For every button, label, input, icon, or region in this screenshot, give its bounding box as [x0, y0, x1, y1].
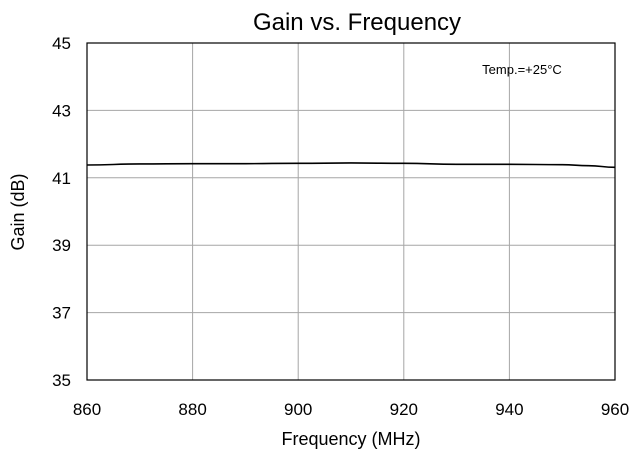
plot-frame	[86, 42, 616, 381]
x-tick-label: 940	[495, 400, 523, 419]
series-layer	[86, 162, 616, 169]
temperature-annotation: Temp.=+25°C	[482, 62, 562, 77]
x-tick-label: 860	[73, 400, 101, 419]
y-tick-label: 43	[52, 101, 71, 120]
y-tick-labels: 35 37 39 41 43 45	[52, 34, 71, 390]
y-tick-label: 41	[52, 169, 71, 188]
x-axis-label: Frequency (MHz)	[281, 429, 420, 449]
y-tick-label: 39	[52, 236, 71, 255]
chart-title: Gain vs. Frequency	[253, 9, 461, 36]
gain-series-line	[86, 162, 616, 169]
y-tick-label: 35	[52, 371, 71, 390]
x-tick-label: 920	[390, 400, 418, 419]
x-tick-label: 960	[601, 400, 629, 419]
x-tick-label: 880	[178, 400, 206, 419]
y-tick-label: 37	[52, 304, 71, 323]
grid	[87, 43, 615, 380]
y-axis-label: Gain (dB)	[8, 173, 28, 250]
x-tick-label: 900	[284, 400, 312, 419]
y-tick-label: 45	[52, 34, 71, 53]
x-tick-labels: 860 880 900 920 940 960	[73, 400, 629, 419]
